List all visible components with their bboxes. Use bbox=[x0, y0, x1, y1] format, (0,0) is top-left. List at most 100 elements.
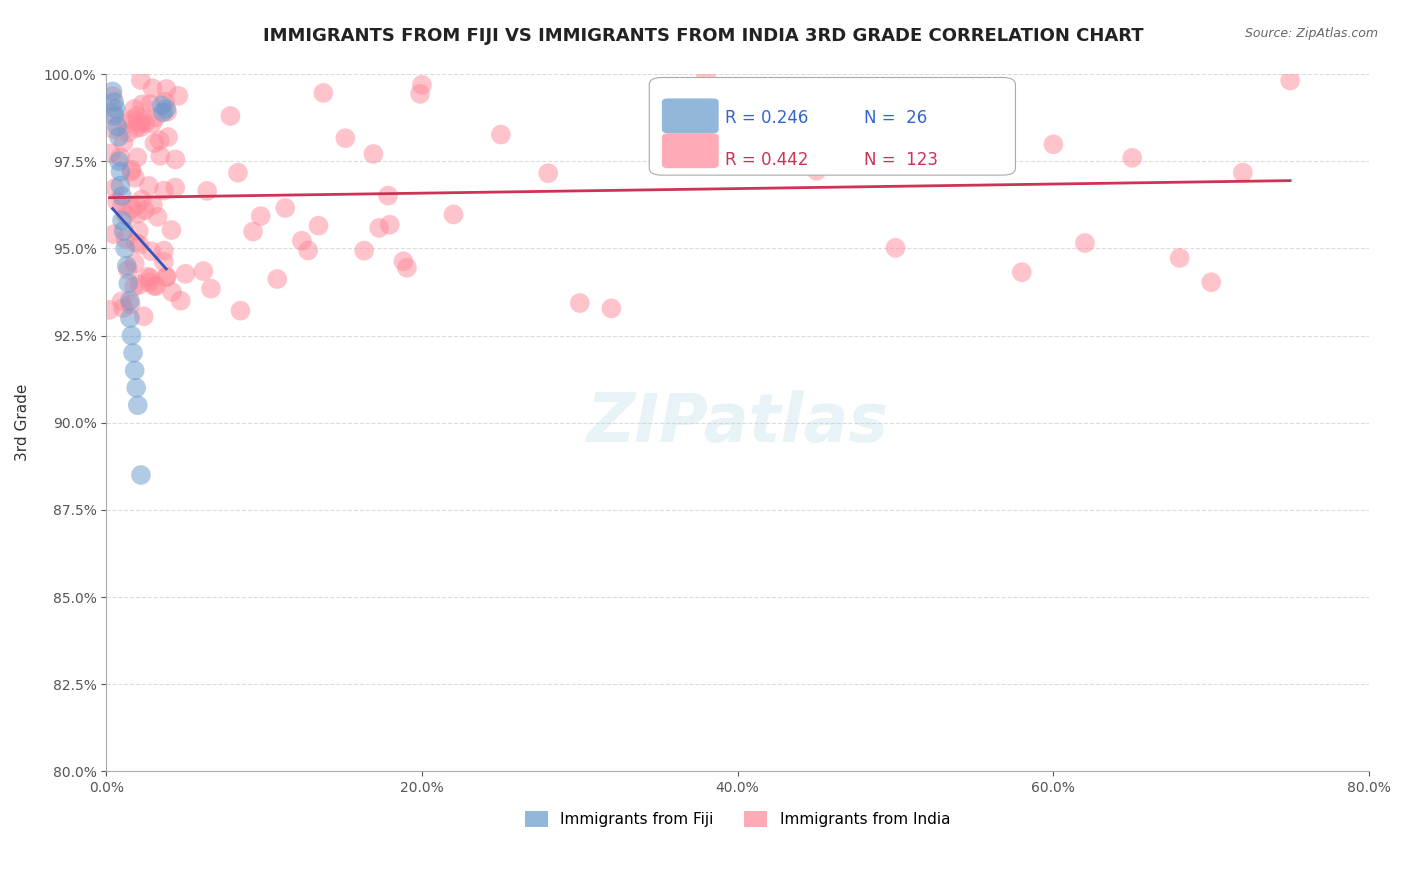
Immigrants from India bbox=[368, 221, 391, 235]
Text: N =  123: N = 123 bbox=[863, 151, 938, 169]
Immigrants from India bbox=[124, 256, 146, 270]
Text: N =  26: N = 26 bbox=[863, 109, 927, 127]
FancyBboxPatch shape bbox=[650, 78, 1015, 175]
Immigrants from India bbox=[229, 303, 252, 318]
Immigrants from India bbox=[884, 241, 907, 255]
Immigrants from India bbox=[308, 219, 330, 233]
Immigrants from India bbox=[110, 150, 132, 164]
Immigrants from India bbox=[143, 136, 166, 150]
Immigrants from India bbox=[124, 170, 146, 185]
Immigrants from India bbox=[98, 302, 121, 317]
Immigrants from India bbox=[1168, 251, 1191, 265]
Immigrants from India bbox=[124, 102, 146, 116]
Immigrants from Fiji bbox=[114, 241, 136, 255]
Immigrants from India bbox=[120, 297, 142, 311]
Immigrants from India bbox=[200, 282, 222, 296]
FancyBboxPatch shape bbox=[662, 98, 718, 133]
Immigrants from India bbox=[648, 129, 671, 144]
Immigrants from India bbox=[1121, 151, 1143, 165]
Immigrants from India bbox=[141, 81, 163, 95]
Immigrants from India bbox=[489, 128, 512, 142]
Immigrants from India bbox=[1011, 265, 1033, 279]
Immigrants from India bbox=[170, 293, 193, 308]
Immigrants from Fiji bbox=[118, 311, 141, 326]
Immigrants from India bbox=[141, 117, 163, 131]
Immigrants from Fiji bbox=[115, 259, 138, 273]
Immigrants from India bbox=[125, 235, 148, 250]
Immigrants from India bbox=[138, 275, 160, 289]
Immigrants from India bbox=[111, 199, 134, 213]
Immigrants from India bbox=[103, 105, 125, 120]
Immigrants from India bbox=[115, 117, 138, 131]
Immigrants from India bbox=[193, 264, 215, 278]
Immigrants from India bbox=[112, 136, 135, 150]
Immigrants from Fiji bbox=[121, 328, 143, 343]
Immigrants from India bbox=[806, 163, 828, 178]
Immigrants from India bbox=[167, 88, 190, 103]
Immigrants from India bbox=[411, 78, 433, 92]
Text: N = 123: N = 123 bbox=[863, 151, 932, 169]
Immigrants from India bbox=[117, 263, 139, 277]
Immigrants from India bbox=[155, 270, 177, 285]
Immigrants from India bbox=[103, 227, 125, 242]
Immigrants from India bbox=[852, 155, 875, 169]
Immigrants from India bbox=[105, 194, 128, 209]
Immigrants from India bbox=[129, 117, 152, 131]
Text: R = 0.442: R = 0.442 bbox=[725, 151, 808, 169]
Text: N = 26: N = 26 bbox=[863, 109, 922, 127]
Immigrants from India bbox=[127, 150, 149, 164]
Immigrants from Fiji bbox=[152, 105, 174, 120]
Immigrants from India bbox=[145, 279, 167, 293]
Immigrants from India bbox=[120, 164, 142, 178]
Immigrants from India bbox=[103, 122, 125, 136]
Immigrants from Fiji bbox=[103, 95, 125, 109]
Immigrants from India bbox=[112, 301, 135, 315]
Immigrants from Fiji bbox=[124, 363, 146, 377]
Immigrants from India bbox=[139, 270, 162, 285]
Immigrants from India bbox=[392, 254, 415, 268]
Immigrants from India bbox=[125, 109, 148, 123]
Text: Source: ZipAtlas.com: Source: ZipAtlas.com bbox=[1244, 27, 1378, 40]
Immigrants from Fiji bbox=[110, 164, 132, 178]
Immigrants from India bbox=[758, 112, 780, 126]
Immigrants from India bbox=[395, 260, 418, 275]
Immigrants from India bbox=[141, 244, 163, 259]
Immigrants from India bbox=[128, 277, 150, 292]
Immigrants from India bbox=[377, 188, 399, 202]
Immigrants from India bbox=[149, 133, 172, 147]
Immigrants from India bbox=[136, 269, 159, 284]
Immigrants from Fiji bbox=[129, 467, 152, 482]
Immigrants from Fiji bbox=[104, 102, 127, 116]
Immigrants from India bbox=[1279, 73, 1302, 87]
Immigrants from India bbox=[195, 184, 218, 198]
Immigrants from India bbox=[134, 203, 156, 218]
Immigrants from India bbox=[1042, 137, 1064, 152]
Immigrants from India bbox=[138, 178, 160, 193]
Immigrants from Fiji bbox=[105, 120, 128, 134]
Text: IMMIGRANTS FROM FIJI VS IMMIGRANTS FROM INDIA 3RD GRADE CORRELATION CHART: IMMIGRANTS FROM FIJI VS IMMIGRANTS FROM … bbox=[263, 27, 1143, 45]
Immigrants from Fiji bbox=[111, 189, 134, 203]
FancyBboxPatch shape bbox=[662, 133, 718, 169]
Immigrants from India bbox=[568, 296, 591, 310]
Immigrants from India bbox=[160, 223, 183, 237]
Legend: Immigrants from Fiji, Immigrants from India: Immigrants from Fiji, Immigrants from In… bbox=[519, 805, 956, 833]
Immigrants from India bbox=[274, 201, 297, 215]
Immigrants from India bbox=[249, 209, 271, 223]
Immigrants from India bbox=[155, 82, 177, 96]
Text: R = 0.246: R = 0.246 bbox=[725, 109, 808, 127]
Y-axis label: 3rd Grade: 3rd Grade bbox=[15, 384, 30, 461]
Immigrants from India bbox=[131, 97, 153, 112]
Immigrants from India bbox=[139, 97, 162, 112]
Immigrants from India bbox=[115, 209, 138, 223]
Immigrants from India bbox=[695, 70, 717, 84]
Immigrants from India bbox=[152, 255, 174, 269]
Immigrants from India bbox=[266, 272, 288, 286]
Immigrants from India bbox=[1232, 166, 1254, 180]
Immigrants from Fiji bbox=[108, 129, 131, 144]
Immigrants from India bbox=[122, 280, 145, 294]
Immigrants from India bbox=[363, 147, 385, 161]
Immigrants from India bbox=[409, 87, 432, 101]
Immigrants from India bbox=[142, 198, 165, 212]
Immigrants from India bbox=[242, 225, 264, 239]
Immigrants from India bbox=[132, 310, 155, 324]
